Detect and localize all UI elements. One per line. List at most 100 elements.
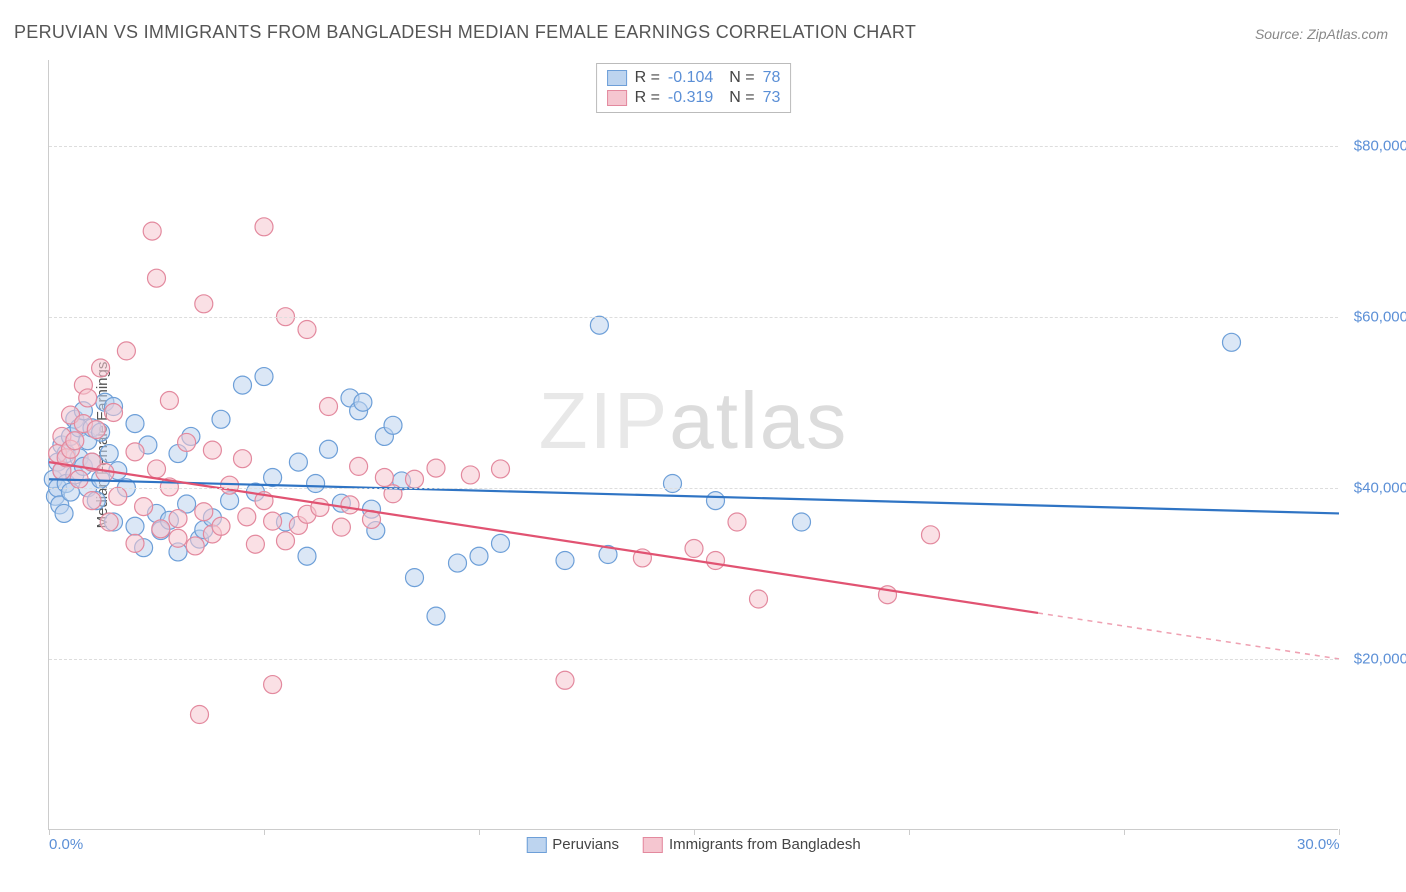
scatter-point [922,526,940,544]
scatter-point [195,295,213,313]
scatter-point [203,441,221,459]
scatter-point [793,513,811,531]
scatter-point [152,520,170,538]
scatter-point [135,498,153,516]
scatter-point [685,540,703,558]
scatter-point [375,469,393,487]
scatter-point [105,403,123,421]
chart-svg [49,60,1338,829]
scatter-point [212,517,230,535]
gridline [49,317,1338,318]
gridline [49,146,1338,147]
scatter-point [341,496,359,514]
scatter-point [246,535,264,553]
scatter-point [83,492,101,510]
legend-bottom-label: Peruvians [552,836,619,853]
x-tick-label: 0.0% [49,836,83,853]
scatter-point [449,554,467,572]
x-tick [264,829,265,835]
scatter-point [169,510,187,528]
legend-r-value: -0.319 [668,89,713,107]
chart-container: PERUVIAN VS IMMIGRANTS FROM BANGLADESH M… [0,0,1406,892]
scatter-point [126,415,144,433]
scatter-point [298,321,316,339]
scatter-point [126,443,144,461]
scatter-point [556,552,574,570]
series-legend: Peruvians Immigrants from Bangladesh [526,836,860,853]
scatter-point [298,547,316,565]
scatter-point [117,342,135,360]
scatter-point [100,445,118,463]
scatter-point [320,398,338,416]
scatter-point [492,534,510,552]
x-tick [479,829,480,835]
legend-n-label: N = [729,89,754,107]
scatter-point [354,393,372,411]
correlation-legend: R =-0.104N =78R = -0.319 N = 73 [596,63,792,113]
scatter-point [160,392,178,410]
scatter-point [307,475,325,493]
source-attribution: Source: ZipAtlas.com [1255,26,1388,42]
chart-title: PERUVIAN VS IMMIGRANTS FROM BANGLADESH M… [14,22,916,43]
legend-n-label: N = [729,69,754,87]
legend-swatch [607,70,627,86]
y-tick-label: $40,000 [1348,479,1406,496]
scatter-point [1223,333,1241,351]
scatter-point [79,389,97,407]
y-tick-label: $60,000 [1348,308,1406,325]
scatter-point [470,547,488,565]
scatter-point [384,416,402,434]
scatter-point [195,503,213,521]
scatter-point [707,552,725,570]
scatter-point [664,475,682,493]
scatter-point [238,508,256,526]
scatter-point [277,532,295,550]
scatter-point [148,269,166,287]
legend-r-label: R = [635,89,660,107]
x-tick [1339,829,1340,835]
scatter-point [427,607,445,625]
x-tick [1124,829,1125,835]
x-tick [49,829,50,835]
plot-area: Median Female Earnings ZIPatlas R =-0.10… [48,60,1338,830]
scatter-point [590,316,608,334]
scatter-point [178,433,196,451]
scatter-point [750,590,768,608]
legend-bottom-label: Immigrants from Bangladesh [669,836,861,853]
scatter-point [109,487,127,505]
scatter-point [264,512,282,530]
scatter-point [264,676,282,694]
scatter-point [289,453,307,471]
gridline [49,488,1338,489]
x-tick-label: 30.0% [1297,836,1340,853]
legend-swatch [607,90,627,106]
legend-r-label: R = [635,69,660,87]
scatter-point [728,513,746,531]
x-tick [694,829,695,835]
scatter-point [66,432,84,450]
scatter-point [143,222,161,240]
scatter-point [148,460,166,478]
scatter-point [55,504,73,522]
scatter-point [556,671,574,689]
scatter-point [126,534,144,552]
legend-row: R =-0.104N =78 [607,68,781,88]
legend-n-value: 73 [763,89,781,107]
scatter-point [191,706,209,724]
scatter-point [186,537,204,555]
legend-swatch [643,837,663,853]
scatter-point [350,457,368,475]
scatter-point [126,517,144,535]
scatter-point [461,466,479,484]
trend-line-dashed [1038,613,1339,659]
scatter-point [255,218,273,236]
scatter-point [87,421,105,439]
legend-row: R = -0.319 N = 73 [607,88,781,108]
scatter-point [212,410,230,428]
scatter-point [406,569,424,587]
scatter-point [255,368,273,386]
scatter-point [169,529,187,547]
gridline [49,659,1338,660]
scatter-point [311,498,329,516]
scatter-point [264,469,282,487]
